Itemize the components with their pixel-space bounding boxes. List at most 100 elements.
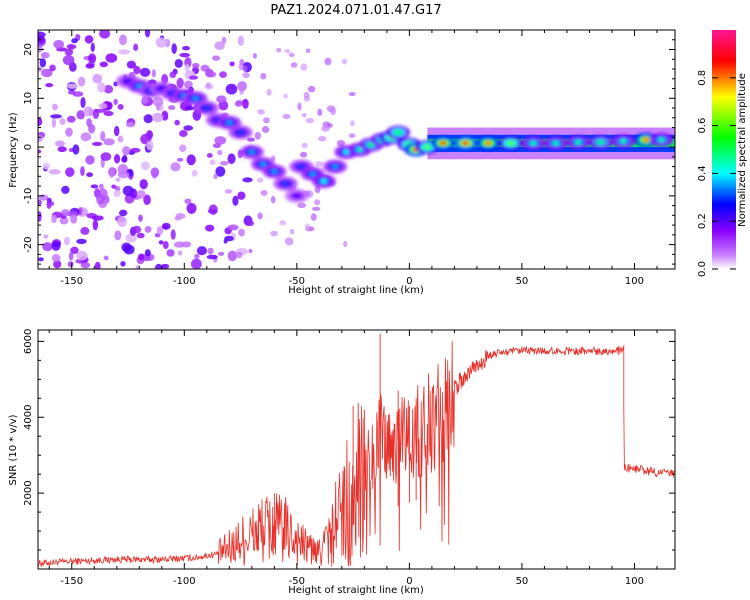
spectral-noise-blob bbox=[176, 157, 184, 162]
snr-panel: -150 -100 -50 0 50 100 2000 4000 6000 Height of … bbox=[8, 329, 676, 596]
ridge-core bbox=[552, 140, 560, 146]
x-tick-label: -150 bbox=[60, 576, 83, 587]
spectral-noise-blob bbox=[284, 49, 291, 54]
spectral-noise-blob bbox=[290, 62, 298, 68]
spectral-noise-blob bbox=[315, 161, 324, 167]
spectral-noise-blob bbox=[92, 108, 100, 120]
ridge-core bbox=[297, 164, 305, 169]
spectral-noise-blob bbox=[71, 38, 78, 44]
spectral-noise-blob bbox=[336, 139, 346, 147]
spectral-noise-blob bbox=[257, 212, 263, 220]
y-tick-label: 6000 bbox=[23, 329, 34, 354]
spectral-noise-blob bbox=[97, 82, 106, 93]
ridge-core bbox=[259, 161, 267, 167]
x-tick-label: 100 bbox=[625, 276, 644, 287]
spectral-noise-blob bbox=[119, 34, 128, 46]
spectral-noise-blob bbox=[103, 138, 115, 146]
spectral-noise-blob bbox=[170, 162, 181, 172]
spectral-noise-blob bbox=[205, 71, 217, 78]
spectral-noise-blob bbox=[184, 106, 195, 111]
spectral-noise-blob bbox=[283, 93, 288, 99]
ridge-core bbox=[642, 137, 650, 142]
spectral-noise-blob bbox=[77, 76, 86, 87]
colorbar-tick-label: 0.2 bbox=[697, 213, 708, 229]
ridge-core bbox=[225, 120, 233, 125]
spectral-noise-blob bbox=[57, 146, 67, 153]
spectral-noise-blob bbox=[68, 147, 74, 153]
spectral-ridge bbox=[116, 74, 674, 203]
spectral-noise-blob bbox=[118, 49, 131, 55]
spectral-noise-blob bbox=[235, 251, 243, 259]
ridge-core bbox=[529, 140, 537, 146]
spectral-noise-blob bbox=[68, 252, 74, 261]
spectral-noise-blob bbox=[166, 249, 175, 257]
ridge-core bbox=[439, 140, 447, 146]
spectral-noise-blob bbox=[242, 72, 250, 79]
spectral-noise-blob bbox=[158, 240, 164, 245]
spectral-noise-blob bbox=[238, 228, 245, 237]
spectral-noise-blob bbox=[113, 190, 121, 198]
spectral-noise-blob bbox=[103, 255, 109, 261]
spectral-noise-blob bbox=[254, 131, 261, 140]
snr-frame bbox=[37, 329, 676, 570]
spectral-noise-blob bbox=[70, 213, 78, 224]
spectral-noise-blob bbox=[151, 112, 164, 123]
spectral-noise-blob bbox=[300, 63, 308, 71]
spectral-noise-blob bbox=[170, 229, 176, 240]
spectral-noise-blob bbox=[348, 91, 356, 97]
spectral-noise-blob bbox=[314, 199, 321, 206]
spectral-noise-blob bbox=[100, 131, 106, 142]
spectral-noise-blob bbox=[232, 195, 239, 206]
spectral-noise-blob bbox=[350, 120, 355, 127]
spectral-noise-blob bbox=[133, 65, 141, 75]
spectral-noise-blob bbox=[154, 263, 163, 269]
spectral-noise-blob bbox=[186, 154, 196, 166]
spectral-noise-blob bbox=[257, 177, 264, 183]
spectral-noise-blob bbox=[108, 166, 115, 178]
spectral-noise-blob bbox=[115, 177, 121, 182]
x-tick-label: -100 bbox=[173, 576, 196, 587]
ridge-core bbox=[320, 179, 328, 184]
spectral-noise-blob bbox=[310, 213, 317, 221]
spectral-noise-blob bbox=[219, 71, 227, 78]
spectral-noise-blob bbox=[92, 73, 103, 84]
ridge-core bbox=[192, 96, 200, 101]
spectral-noise-blob bbox=[85, 155, 95, 165]
spectral-noise-blob bbox=[84, 35, 94, 44]
spectral-noise-blob bbox=[190, 258, 202, 269]
spectral-noise-blob bbox=[72, 91, 84, 97]
spectrogram-heat-layer bbox=[38, 30, 675, 269]
spectral-noise-blob bbox=[161, 222, 171, 230]
spectral-noise-blob bbox=[205, 82, 212, 88]
spectral-noise-blob bbox=[169, 71, 177, 78]
spectral-noise-blob bbox=[260, 72, 267, 80]
spectral-noise-blob bbox=[65, 127, 73, 137]
spectral-noise-blob bbox=[46, 200, 52, 209]
spectral-noise-blob bbox=[183, 80, 193, 89]
spectral-noise-blob bbox=[42, 242, 53, 252]
spectral-noise-blob bbox=[160, 263, 170, 269]
spectral-noise-blob bbox=[179, 129, 188, 138]
colorbar-tick-label: 0.8 bbox=[697, 70, 708, 86]
y-tick-label: 20 bbox=[23, 43, 34, 56]
spectral-noise-blob bbox=[188, 75, 199, 80]
spectral-noise-blob bbox=[51, 241, 61, 251]
snr-xlabel: Height of straight line (km) bbox=[288, 585, 424, 596]
spectral-noise-blob bbox=[174, 119, 180, 126]
spectral-noise-blob bbox=[155, 37, 167, 48]
spectral-noise-blob bbox=[215, 166, 226, 177]
spectral-noise-blob bbox=[156, 226, 164, 235]
spectral-noise-blob bbox=[213, 173, 218, 180]
y-tick-label: 2000 bbox=[23, 480, 34, 505]
colorbar-tick-label: 0.6 bbox=[697, 118, 708, 134]
spectral-noise-blob bbox=[303, 91, 310, 99]
spectral-noise-blob bbox=[151, 69, 157, 78]
spectral-noise-blob bbox=[214, 136, 227, 145]
spectral-noise-blob bbox=[55, 140, 65, 147]
spectral-noise-blob bbox=[263, 117, 270, 124]
spectral-noise-blob bbox=[86, 118, 92, 128]
ridge-core bbox=[657, 137, 665, 142]
spectral-noise-blob bbox=[276, 48, 282, 53]
spectral-noise-blob bbox=[237, 81, 247, 92]
